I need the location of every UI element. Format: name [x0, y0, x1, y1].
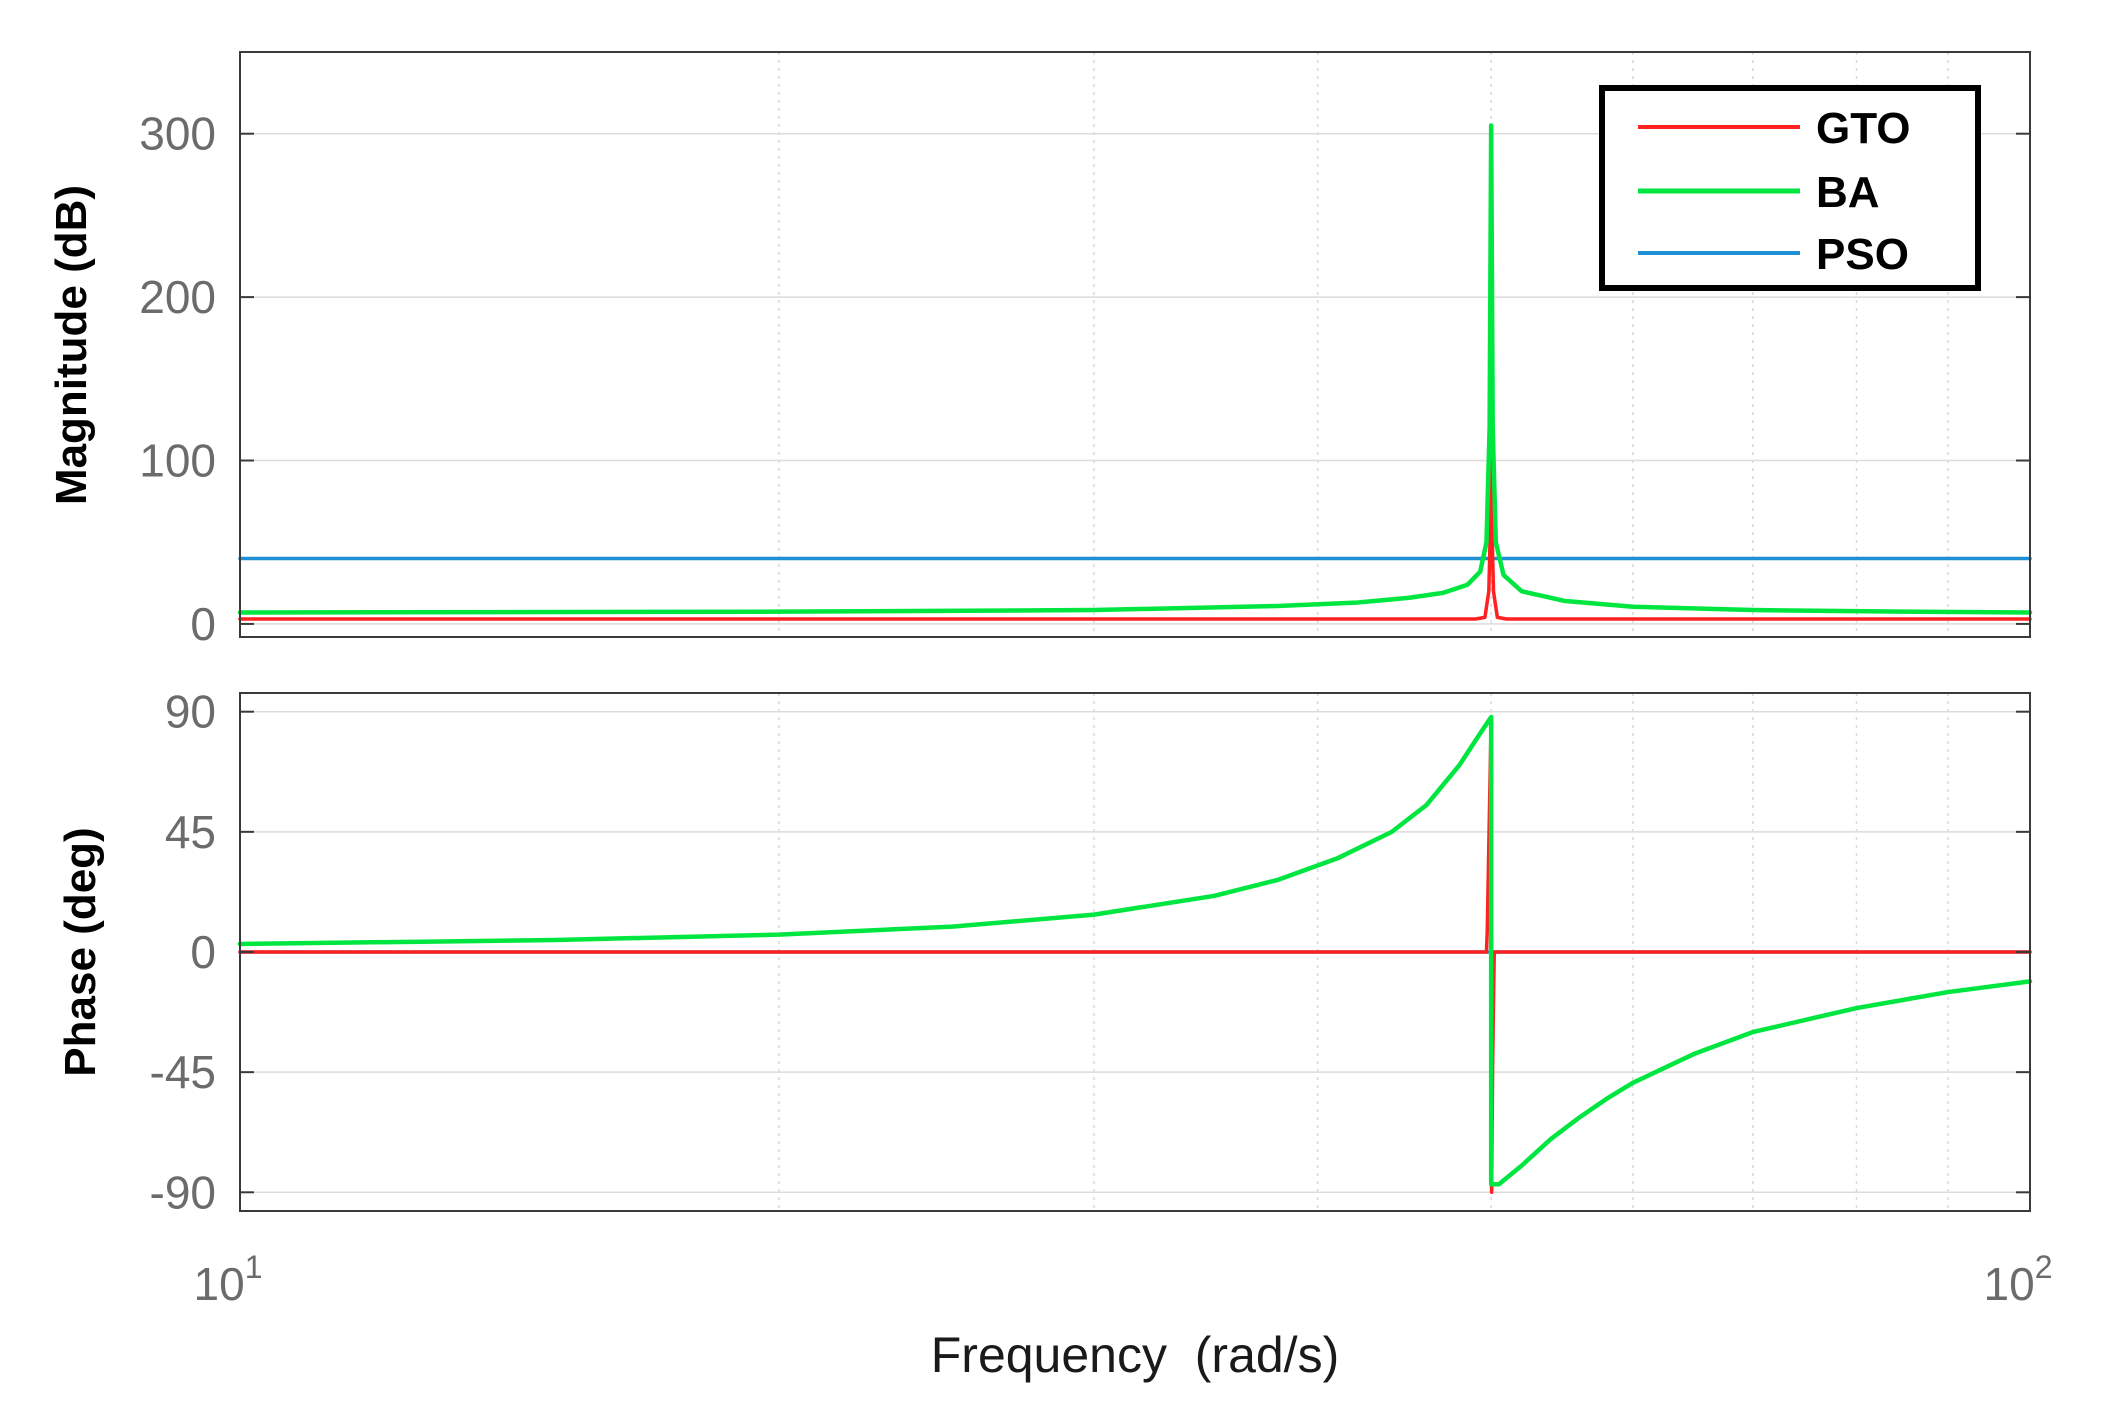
phase-y-axis-label: Phase (deg): [56, 827, 105, 1076]
magnitude-ytick-label: 200: [139, 271, 216, 323]
phase-ytick-label: 45: [165, 806, 216, 858]
phase-ytick-label: -90: [150, 1166, 216, 1218]
x-tick-label: 102: [1984, 1249, 2053, 1310]
phase-panel: -90 -45 0 45 90 Phase (deg): [56, 686, 2033, 1218]
legend-box: [1599, 85, 1981, 291]
legend-label-ba: BA: [1816, 168, 1880, 217]
legend-label-pso: PSO: [1816, 230, 1909, 279]
phase-ytick-label: 0: [190, 926, 216, 978]
phase-ytick-label: -45: [150, 1046, 216, 1098]
x-axis-label: Frequency (rad/s): [931, 1327, 1339, 1383]
magnitude-series-ba: [237, 123, 2033, 615]
magnitude-ytick-label: 0: [190, 598, 216, 650]
phase-ytick-label: 90: [165, 686, 216, 738]
x-tick-label: 101: [194, 1249, 263, 1310]
magnitude-ytick-label: 300: [139, 108, 216, 160]
legend-entry-pso: PSO: [1638, 230, 1909, 279]
x-tick-labels: 101 102: [194, 1249, 2053, 1310]
phase-series-ba: [237, 714, 2033, 1187]
legend: GTO BA PSO: [1599, 85, 1981, 291]
legend-label-gto: GTO: [1816, 104, 1911, 153]
phase-series: [237, 714, 2033, 1195]
legend-entry-gto: GTO: [1638, 104, 1911, 153]
magnitude-y-axis-label: Magnitude (dB): [47, 185, 96, 505]
magnitude-series: [237, 123, 2033, 621]
legend-entry-ba: BA: [1638, 168, 1880, 217]
phase-y-ticks: -90 -45 0 45 90: [150, 686, 2030, 1218]
magnitude-ytick-label: 100: [139, 435, 216, 487]
magnitude-y-ticks: 0 100 200 300: [139, 108, 2030, 650]
